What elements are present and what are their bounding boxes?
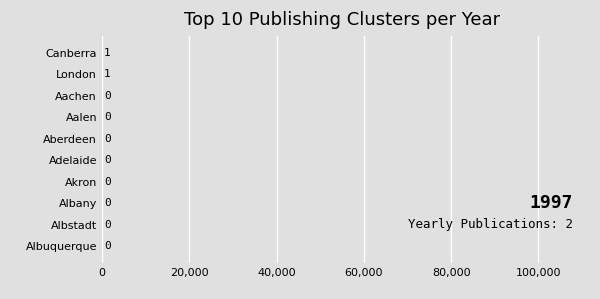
Text: 1: 1 [104,48,111,58]
Text: 1: 1 [104,69,111,79]
Text: 1997: 1997 [530,194,573,212]
Text: 0: 0 [104,177,111,187]
Title: Top 10 Publishing Clusters per Year: Top 10 Publishing Clusters per Year [184,11,500,29]
Text: 0: 0 [104,241,111,251]
Text: 0: 0 [104,198,111,208]
Text: 0: 0 [104,112,111,122]
Text: 0: 0 [104,220,111,230]
Text: 0: 0 [104,134,111,144]
Text: 0: 0 [104,91,111,101]
Text: 0: 0 [104,155,111,165]
Text: Yearly Publications: 2: Yearly Publications: 2 [408,218,573,231]
